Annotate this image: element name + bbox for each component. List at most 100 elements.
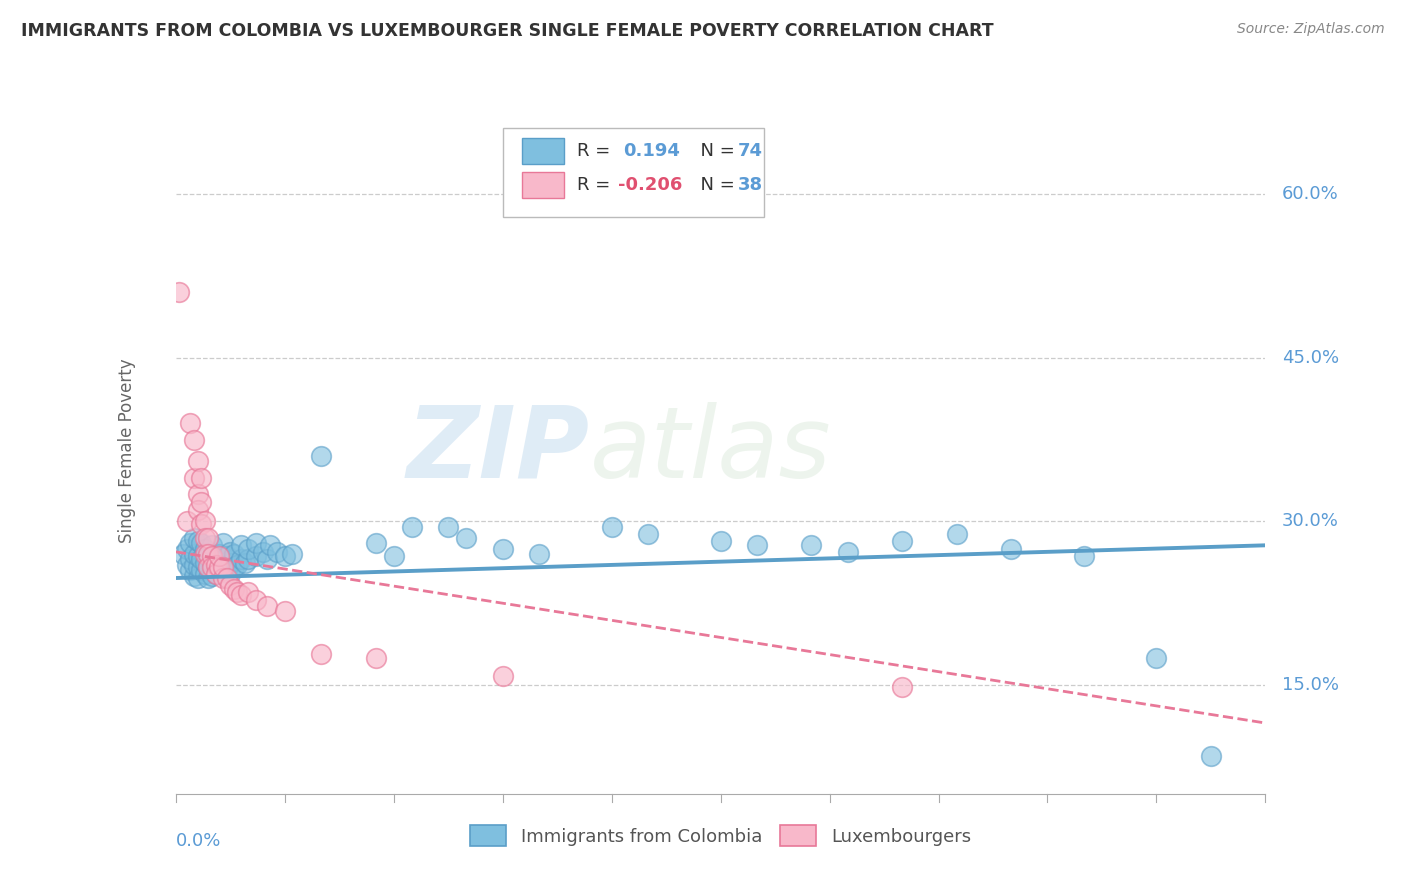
Point [222,547,245,561]
Point [309,449,332,463]
FancyBboxPatch shape [522,172,564,198]
Point [194,541,217,556]
Point [382,549,405,564]
Point [179,563,201,577]
Point [745,538,768,552]
Point [194,556,217,570]
Point [197,560,219,574]
Text: 15.0%: 15.0% [1282,676,1339,694]
Point [194,547,217,561]
Point [245,536,267,550]
Text: R =: R = [576,142,621,160]
Point [190,563,212,577]
Point [215,571,238,585]
Point [212,549,235,564]
Point [179,416,201,430]
Text: 45.0%: 45.0% [1282,349,1339,367]
Point [309,648,332,662]
Point [222,560,245,574]
Text: atlas: atlas [591,402,831,499]
Point [186,487,209,501]
Point [456,531,478,545]
Point [208,547,231,561]
Point [194,514,217,528]
Point [172,547,194,561]
Point [208,560,231,574]
Point [252,545,274,559]
Point [183,569,205,583]
Point [945,527,967,541]
Text: ZIP: ZIP [406,402,591,499]
FancyBboxPatch shape [503,128,765,217]
Text: N =: N = [689,177,741,194]
Point [204,558,226,572]
Point [492,541,515,556]
Text: 60.0%: 60.0% [1282,186,1339,203]
FancyBboxPatch shape [522,138,564,164]
Point [183,433,205,447]
Point [226,558,249,572]
Point [259,538,281,552]
Point [197,560,219,574]
Point [219,545,242,559]
Point [204,566,226,581]
Point [186,571,209,585]
Point [245,592,267,607]
Point [186,533,209,548]
Point [208,549,231,564]
Point [179,552,201,566]
Point [169,285,191,300]
Point [637,527,659,541]
Point [204,552,226,566]
Point [233,556,256,570]
Point [215,563,238,577]
Point [1146,650,1168,665]
Point [837,545,859,559]
Point [197,547,219,561]
Point [186,560,209,574]
Point [176,558,198,572]
Text: Single Female Poverty: Single Female Poverty [118,359,136,542]
Point [266,545,288,559]
Point [238,552,260,566]
Point [226,585,249,599]
Point [231,589,253,603]
Point [212,560,235,574]
Point [212,560,235,574]
Point [238,585,260,599]
Point [274,549,297,564]
Point [215,549,238,564]
Point [186,503,209,517]
Point [179,536,201,550]
Point [492,669,515,683]
Text: R =: R = [576,177,616,194]
Point [231,538,253,552]
Point [183,471,205,485]
Point [219,577,242,591]
Point [800,538,823,552]
Point [256,599,278,614]
Text: N =: N = [689,142,741,160]
Point [186,549,209,564]
Text: Source: ZipAtlas.com: Source: ZipAtlas.com [1237,22,1385,37]
Point [219,556,242,570]
Point [190,494,212,508]
Point [186,454,209,468]
Point [190,516,212,531]
Point [364,650,387,665]
Point [401,520,423,534]
Point [219,566,242,581]
Point [891,680,914,694]
Point [245,549,267,564]
Text: 30.0%: 30.0% [1282,512,1339,531]
Point [183,531,205,545]
Point [194,566,217,581]
Point [190,552,212,566]
Text: 38: 38 [738,177,763,194]
Point [231,552,253,566]
Text: 0.194: 0.194 [624,142,681,160]
Point [197,531,219,545]
Point [212,536,235,550]
Point [176,514,198,528]
Text: -0.206: -0.206 [619,177,682,194]
